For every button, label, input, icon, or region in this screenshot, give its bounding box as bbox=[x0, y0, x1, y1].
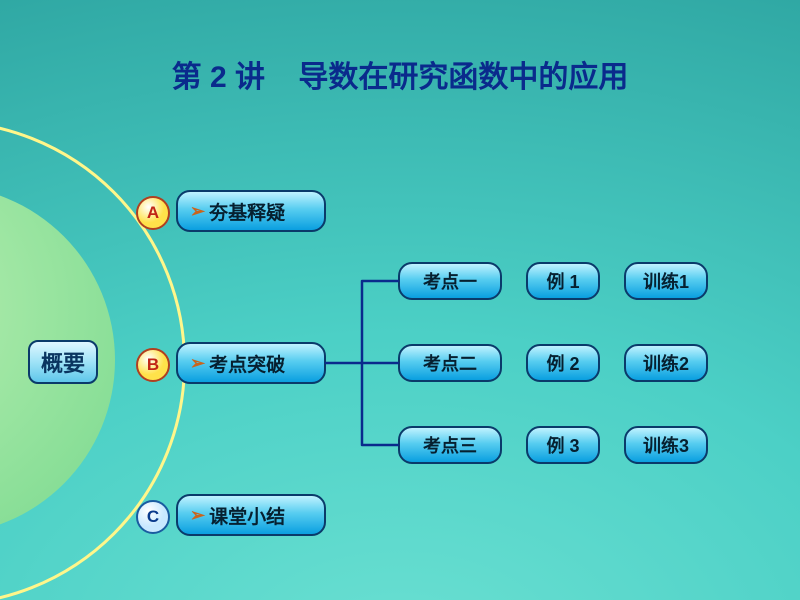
example-1-label: 例 1 bbox=[546, 268, 579, 294]
example-2-label: 例 2 bbox=[546, 350, 579, 376]
topic-2[interactable]: 考点二 bbox=[398, 344, 502, 382]
example-3-label: 例 3 bbox=[546, 432, 579, 458]
letter-badge-text: C bbox=[147, 507, 159, 527]
letter-badge-a: A bbox=[136, 196, 170, 230]
section-c[interactable]: ➢课堂小结 bbox=[176, 494, 326, 536]
exercise-3-label: 训练3 bbox=[643, 432, 689, 458]
topic-1-label: 考点一 bbox=[423, 268, 477, 294]
topic-2-label: 考点二 bbox=[423, 350, 477, 376]
overview-label: 概要 bbox=[41, 346, 85, 378]
example-2[interactable]: 例 2 bbox=[526, 344, 600, 382]
exercise-2[interactable]: 训练2 bbox=[624, 344, 708, 382]
title-left: 第 2 讲 bbox=[172, 61, 265, 94]
arrow-icon: ➢ bbox=[190, 354, 205, 372]
exercise-3[interactable]: 训练3 bbox=[624, 426, 708, 464]
letter-badge-text: B bbox=[147, 355, 159, 375]
section-label: 课堂小结 bbox=[209, 502, 285, 529]
letter-badge-b: B bbox=[136, 348, 170, 382]
topic-3[interactable]: 考点三 bbox=[398, 426, 502, 464]
exercise-1[interactable]: 训练1 bbox=[624, 262, 708, 300]
section-a[interactable]: ➢夯基释疑 bbox=[176, 190, 326, 232]
exercise-2-label: 训练2 bbox=[643, 350, 689, 376]
example-1[interactable]: 例 1 bbox=[526, 262, 600, 300]
topic-1[interactable]: 考点一 bbox=[398, 262, 502, 300]
title-right: 导数在研究函数中的应用 bbox=[298, 61, 628, 94]
section-label: 考点突破 bbox=[209, 350, 285, 377]
topic-3-label: 考点三 bbox=[423, 432, 477, 458]
letter-badge-c: C bbox=[136, 500, 170, 534]
arrow-icon: ➢ bbox=[190, 202, 205, 220]
exercise-1-label: 训练1 bbox=[643, 268, 689, 294]
overview-box[interactable]: 概要 bbox=[28, 340, 98, 384]
example-3[interactable]: 例 3 bbox=[526, 426, 600, 464]
letter-badge-text: A bbox=[147, 203, 159, 223]
arrow-icon: ➢ bbox=[190, 506, 205, 524]
section-label: 夯基释疑 bbox=[209, 198, 285, 225]
section-b[interactable]: ➢考点突破 bbox=[176, 342, 326, 384]
page-title: 第 2 讲 导数在研究函数中的应用 bbox=[0, 52, 800, 96]
